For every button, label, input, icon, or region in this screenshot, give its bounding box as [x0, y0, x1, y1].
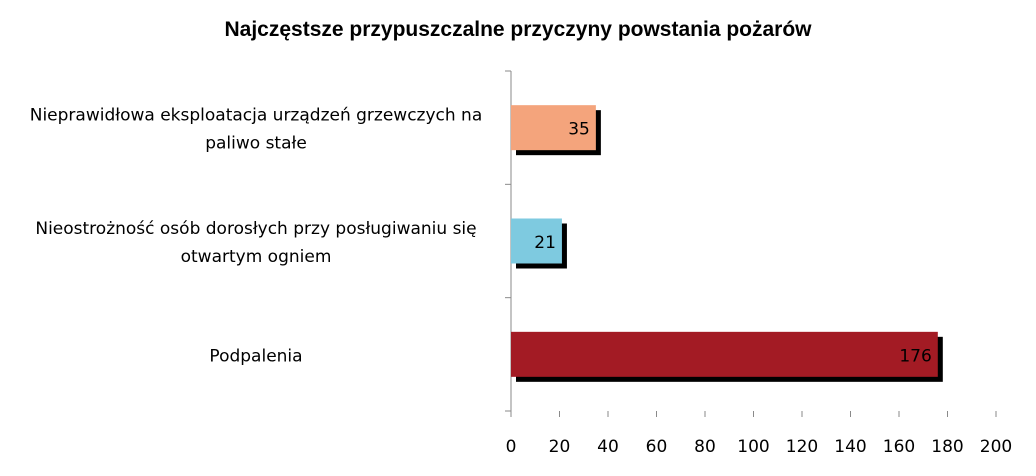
data-label: 35 — [568, 120, 590, 140]
x-tick-label: 60 — [646, 437, 668, 457]
x-tick-label: 20 — [549, 437, 571, 457]
data-label: 176 — [899, 346, 931, 366]
x-tick-label: 0 — [506, 437, 517, 457]
category-label: Nieprawidłowa eksploatacja urządzeń grze… — [30, 106, 483, 154]
category-label-line: paliwo stałe — [205, 134, 307, 154]
category-label: Nieostrożność osób dorosłych przy posług… — [35, 219, 476, 267]
bar — [511, 105, 596, 151]
category-label-line: Nieprawidłowa eksploatacja urządzeń grze… — [30, 106, 483, 126]
x-tick-label: 40 — [597, 437, 619, 457]
x-tick-label: 140 — [834, 437, 866, 457]
data-label: 21 — [534, 233, 556, 253]
x-tick-label: 180 — [931, 437, 963, 457]
x-tick-label: 80 — [694, 437, 716, 457]
x-tick-label: 200 — [980, 437, 1012, 457]
x-tick-label: 120 — [786, 437, 818, 457]
bar — [511, 218, 562, 264]
x-tick-label: 160 — [883, 437, 915, 457]
bar — [511, 331, 938, 377]
x-tick-label: 100 — [737, 437, 769, 457]
category-label-line: otwartym ogniem — [181, 247, 332, 267]
category-label: Podpalenia — [209, 346, 302, 366]
category-label-line: Nieostrożność osób dorosłych przy posług… — [35, 219, 476, 239]
chart-title: Najczęstsze przypuszczalne przyczyny pow… — [224, 18, 812, 41]
category-label-line: Podpalenia — [209, 346, 302, 366]
